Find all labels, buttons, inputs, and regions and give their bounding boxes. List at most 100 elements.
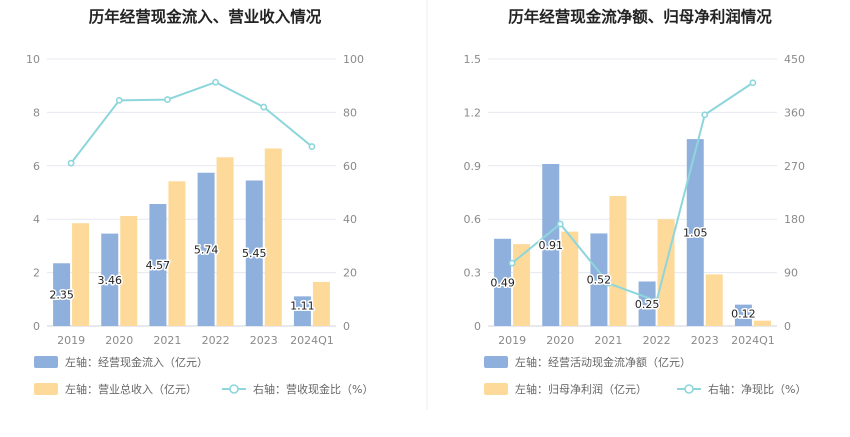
ratio-point bbox=[605, 279, 612, 287]
left-axis-tick: 6 bbox=[33, 160, 40, 173]
ratio-point bbox=[115, 96, 123, 104]
bar-data-label: 5.74 bbox=[194, 243, 219, 256]
ratio-point bbox=[749, 79, 757, 87]
left-axis-tick: 0.9 bbox=[464, 160, 482, 173]
legend-label: 左轴：归母净利润（亿元） bbox=[515, 382, 647, 396]
bar-data-label: 2.35 bbox=[49, 289, 74, 302]
bar-secondary bbox=[705, 274, 723, 326]
right-axis-tick: 80 bbox=[343, 106, 357, 119]
x-axis-tick: 2023 bbox=[691, 334, 719, 347]
bar-secondary bbox=[561, 231, 579, 326]
bar-secondary bbox=[72, 223, 90, 326]
bar-data-label: 4.57 bbox=[146, 259, 171, 272]
right-axis-tick: 270 bbox=[784, 160, 805, 173]
legend-line-marker bbox=[229, 384, 239, 394]
x-axis-tick: 2020 bbox=[105, 334, 133, 347]
x-axis-tick: 2021 bbox=[153, 334, 181, 347]
legend-swatch bbox=[484, 356, 508, 368]
bar-secondary bbox=[168, 181, 186, 326]
bar-primary bbox=[542, 164, 560, 326]
legend-label: 左轴：经营活动现金流净额（亿元） bbox=[515, 355, 691, 369]
chart-panel-2: 历年经营现金流净额、归母净利润情况 0 0.3 0.6 0.9 1.2 1.5 0 90 180 2… bbox=[464, 7, 807, 396]
legend-swatch bbox=[34, 356, 58, 368]
ratio-line bbox=[70, 81, 313, 164]
bar-primary bbox=[101, 233, 119, 326]
right-axis-tick: 100 bbox=[343, 53, 364, 66]
bar-secondary bbox=[513, 244, 531, 326]
bar-primary bbox=[590, 233, 608, 326]
ratio-point bbox=[653, 297, 660, 305]
bar-primary bbox=[638, 281, 656, 326]
bar-secondary bbox=[312, 281, 330, 326]
left-axis-tick: 0.6 bbox=[464, 213, 482, 226]
right-axis-tick: 450 bbox=[784, 53, 805, 66]
bar-primary bbox=[686, 139, 704, 326]
bar-primary bbox=[149, 203, 167, 326]
bar-secondary bbox=[609, 196, 627, 326]
bar-data-label: 5.45 bbox=[242, 247, 267, 260]
bar-secondary bbox=[216, 157, 234, 326]
chart-title: 历年经营现金流净额、归母净利润情况 bbox=[508, 7, 772, 26]
left-axis-tick: 0 bbox=[33, 320, 40, 333]
bar-primary bbox=[293, 296, 311, 326]
bar-data-label: 0.52 bbox=[587, 274, 612, 287]
legend-swatch bbox=[34, 383, 58, 395]
bar-secondary bbox=[264, 148, 282, 326]
ratio-point bbox=[556, 220, 564, 228]
right-axis-tick: 180 bbox=[784, 213, 805, 226]
legend-swatch bbox=[484, 383, 508, 395]
bar-secondary bbox=[753, 320, 771, 326]
left-axis-tick: 1.2 bbox=[464, 106, 482, 119]
ratio-point bbox=[164, 96, 171, 103]
bar-data-label: 1.05 bbox=[683, 227, 708, 240]
bar-primary bbox=[53, 263, 71, 326]
ratio-point bbox=[260, 103, 268, 111]
x-axis-tick: 2019 bbox=[498, 334, 526, 347]
x-axis-tick: 2023 bbox=[250, 334, 278, 347]
bar-data-label: 0.25 bbox=[635, 298, 660, 311]
left-axis-tick: 8 bbox=[33, 106, 40, 119]
right-axis-tick: 0 bbox=[343, 320, 350, 333]
x-axis-tick: 2021 bbox=[594, 334, 622, 347]
legend-label: 左轴：营业总收入（亿元） bbox=[65, 382, 197, 396]
bar-primary bbox=[197, 172, 215, 326]
x-axis-tick: 2022 bbox=[202, 334, 230, 347]
x-axis-tick: 2020 bbox=[546, 334, 574, 347]
bar-data-label: 0.91 bbox=[539, 239, 564, 252]
x-axis-tick: 2024Q1 bbox=[290, 334, 334, 347]
bar-primary bbox=[494, 238, 512, 326]
right-axis-tick: 40 bbox=[343, 213, 357, 226]
left-axis-tick: 2 bbox=[33, 267, 40, 280]
bar-data-label: 1.11 bbox=[290, 299, 315, 312]
right-axis-tick: 360 bbox=[784, 106, 805, 119]
x-axis-tick: 2024Q1 bbox=[731, 334, 775, 347]
ratio-point bbox=[508, 259, 516, 267]
left-axis-tick: 1.5 bbox=[464, 53, 482, 66]
right-axis-tick: 60 bbox=[343, 160, 357, 173]
bar-data-label: 0.49 bbox=[490, 276, 515, 289]
right-axis-tick: 0 bbox=[784, 320, 791, 333]
ratio-point bbox=[212, 78, 219, 86]
legend-label: 左轴：经营现金流入（亿元） bbox=[65, 355, 208, 369]
bar-primary bbox=[734, 304, 752, 326]
x-axis-tick: 2022 bbox=[643, 334, 671, 347]
bar-data-label: 3.46 bbox=[98, 274, 123, 287]
bar-data-label: 0.12 bbox=[731, 308, 756, 321]
ratio-point bbox=[701, 111, 709, 119]
right-axis-tick: 20 bbox=[343, 267, 357, 280]
right-axis-tick: 90 bbox=[784, 267, 798, 280]
ratio-point bbox=[308, 143, 316, 150]
bar-secondary bbox=[120, 215, 138, 326]
ratio-point bbox=[67, 159, 75, 167]
legend-line-marker bbox=[684, 384, 694, 394]
x-axis-tick: 2019 bbox=[57, 334, 85, 347]
left-axis-tick: 0 bbox=[474, 320, 481, 333]
bar-primary bbox=[245, 180, 263, 326]
left-axis-tick: 4 bbox=[33, 213, 40, 226]
ratio-line bbox=[511, 81, 754, 303]
legend-label: 右轴：营收现金比（%） bbox=[253, 382, 373, 396]
chart-title: 历年经营现金流入、营业收入情况 bbox=[89, 7, 322, 26]
bar-secondary bbox=[657, 219, 675, 326]
